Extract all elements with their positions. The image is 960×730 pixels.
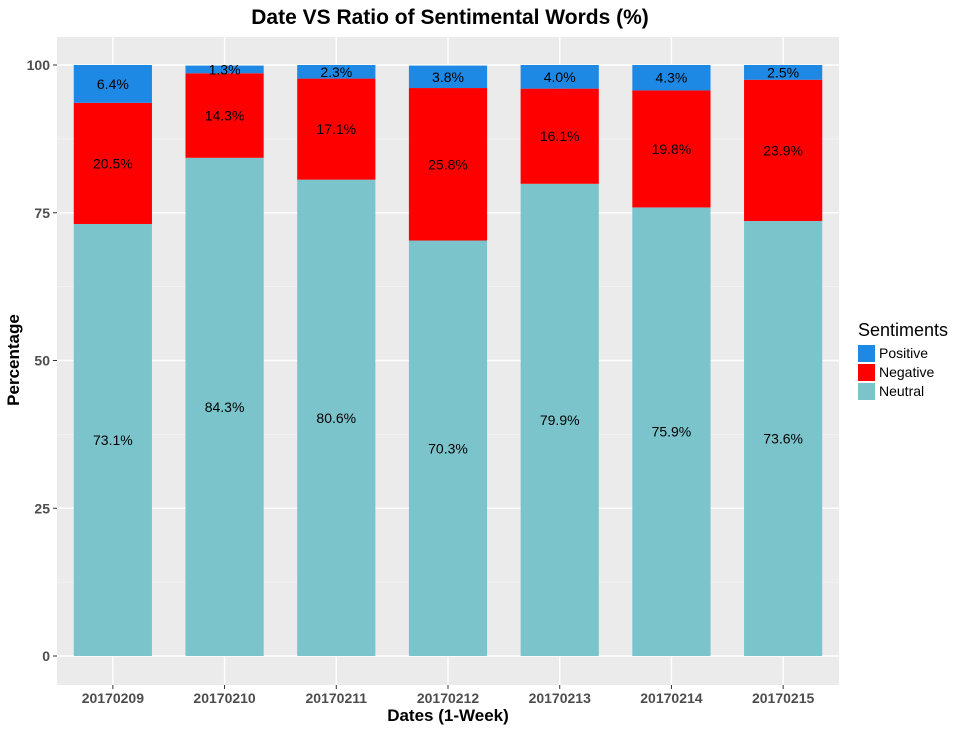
bar-neutral-20170212 — [408, 240, 488, 657]
data-label-neutral-20170210: 84.3% — [205, 399, 245, 415]
bar-neutral-20170211 — [297, 179, 376, 657]
data-label-neutral-20170209: 73.1% — [93, 432, 133, 448]
x-tick-label: 20170213 — [529, 690, 592, 706]
x-axis-title: Dates (1-Week) — [387, 706, 509, 725]
data-label-neutral-20170214: 75.9% — [652, 424, 692, 440]
y-tick-label: 100 — [27, 57, 51, 73]
bar-negative-20170211 — [297, 78, 376, 180]
data-label-positive-20170213: 4.0% — [544, 69, 576, 85]
bar-negative-20170209 — [73, 102, 152, 224]
x-tick-label: 20170214 — [640, 690, 703, 706]
data-label-negative-20170215: 23.9% — [763, 142, 803, 158]
data-label-negative-20170212: 25.8% — [428, 156, 468, 172]
legend-label-neutral: Neutral — [879, 383, 925, 399]
legend-item-positive: Positive — [858, 344, 948, 362]
legend-swatch-positive — [858, 344, 875, 362]
data-label-positive-20170214: 4.3% — [655, 70, 687, 86]
data-label-negative-20170209: 20.5% — [93, 155, 133, 171]
data-label-positive-20170211: 2.3% — [320, 64, 352, 80]
bar-negative-20170213 — [520, 88, 599, 184]
data-label-negative-20170210: 14.3% — [205, 108, 245, 124]
chart-title: Date VS Ratio of Sentimental Words (%) — [251, 6, 649, 29]
bar-positive-20170215 — [744, 65, 823, 80]
bar-neutral-20170209 — [73, 223, 152, 656]
y-tick-label: 25 — [34, 500, 50, 516]
data-label-neutral-20170215: 73.6% — [763, 431, 803, 447]
x-tick-label: 20170212 — [417, 690, 480, 706]
legend-title: Sentiments — [858, 320, 949, 340]
x-tick-label: 20170209 — [82, 690, 145, 706]
data-label-negative-20170214: 19.8% — [652, 141, 692, 157]
bar-negative-20170214 — [632, 90, 711, 208]
data-label-neutral-20170213: 79.9% — [540, 412, 580, 428]
y-axis-title: Percentage — [4, 314, 23, 406]
data-label-positive-20170209: 6.4% — [97, 76, 129, 92]
y-tick-label: 0 — [42, 648, 50, 664]
legend-label-positive: Positive — [879, 345, 929, 361]
bar-positive-20170212 — [408, 65, 488, 89]
y-tick-label: 50 — [34, 353, 50, 369]
legend-item-neutral: Neutral — [858, 382, 948, 400]
bar-positive-20170214 — [632, 65, 711, 91]
data-label-negative-20170213: 16.1% — [540, 128, 580, 144]
data-label-neutral-20170212: 70.3% — [428, 440, 468, 456]
bar-neutral-20170215 — [744, 221, 823, 657]
legend: Sentiments Positive Negative Neutral — [858, 320, 948, 401]
bar-neutral-20170210 — [185, 157, 264, 657]
bar-positive-20170209 — [73, 65, 152, 103]
bar-neutral-20170214 — [632, 207, 711, 656]
x-tick-label: 20170210 — [193, 690, 256, 706]
bar-negative-20170212 — [408, 88, 488, 241]
data-label-negative-20170211: 17.1% — [316, 121, 356, 137]
bar-neutral-20170213 — [520, 183, 599, 656]
legend-label-negative: Negative — [879, 364, 935, 380]
data-label-positive-20170215: 2.5% — [767, 64, 799, 80]
bar-negative-20170215 — [744, 79, 823, 222]
bar-positive-20170211 — [297, 65, 376, 79]
legend-swatch-neutral — [858, 382, 875, 400]
data-label-neutral-20170211: 80.6% — [316, 410, 356, 426]
x-tick-label: 20170215 — [752, 690, 815, 706]
bar-positive-20170210 — [185, 65, 264, 74]
data-label-positive-20170212: 3.8% — [432, 69, 464, 85]
legend-items: Positive Negative Neutral — [858, 344, 948, 400]
bar-positive-20170213 — [520, 65, 599, 89]
bar-negative-20170210 — [185, 73, 264, 158]
legend-swatch-negative — [858, 363, 875, 381]
legend-item-negative: Negative — [858, 363, 948, 381]
x-tick-label: 20170211 — [306, 690, 368, 706]
data-label-positive-20170210: 1.3% — [209, 61, 241, 77]
y-tick-label: 75 — [34, 205, 50, 221]
